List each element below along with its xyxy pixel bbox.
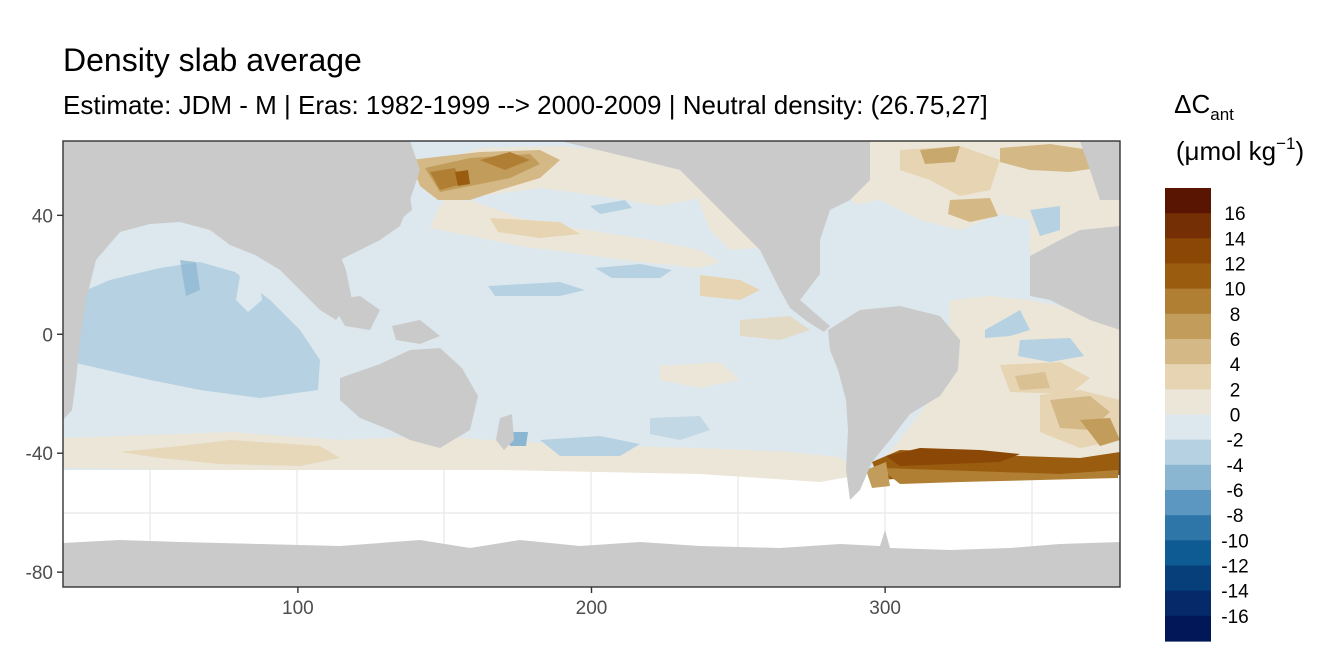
legend-swatch <box>1165 590 1211 617</box>
land-antarctica <box>63 530 1120 587</box>
legend-swatch <box>1165 414 1211 441</box>
land-india <box>236 270 262 312</box>
legend-swatch <box>1165 263 1211 290</box>
legend-swatch <box>1165 464 1211 491</box>
legend-label: -14 <box>1221 582 1249 603</box>
legend-label: 0 <box>1230 406 1241 427</box>
land-europe <box>1080 141 1120 200</box>
kuroshio-region <box>410 150 560 200</box>
legend-label: 8 <box>1230 305 1241 326</box>
legend-swatch <box>1165 238 1211 265</box>
legend-label: -6 <box>1227 481 1244 502</box>
legend-label: -10 <box>1221 531 1248 552</box>
land-africa <box>63 141 352 420</box>
legend-swatch <box>1165 288 1211 315</box>
y-axis: 40 0 -40 -80 <box>26 206 63 584</box>
legend-unit: (μmol kg−1) <box>1176 134 1304 166</box>
legend-swatch <box>1165 540 1211 567</box>
land-new-zealand <box>496 414 514 450</box>
x-tick-label: 200 <box>576 598 608 619</box>
map-panel <box>63 141 1120 587</box>
legend-label: -4 <box>1227 456 1244 477</box>
land-australia <box>340 348 478 448</box>
legend-label: 14 <box>1224 229 1246 250</box>
southern-band <box>63 432 860 482</box>
legend-label: -16 <box>1221 607 1248 628</box>
legend-swatch <box>1165 188 1211 214</box>
legend-swatches <box>1165 188 1211 642</box>
y-tick-label: 0 <box>42 325 53 346</box>
legend-label: 6 <box>1230 330 1241 351</box>
land-japan <box>392 180 412 220</box>
south-atlantic-region <box>880 296 1120 470</box>
land-west-africa <box>1030 226 1120 330</box>
y-tick-label: -40 <box>26 444 53 465</box>
legend-swatch <box>1165 490 1211 516</box>
argentine-basin-region <box>866 448 1120 488</box>
land-asia <box>200 141 420 260</box>
legend-labels: 16 14 12 10 8 6 4 2 0 -2 -4 -6 -8 -10 -12 -14 -16 <box>1221 204 1249 628</box>
legend-swatch <box>1165 565 1211 592</box>
legend-label: -2 <box>1227 431 1244 452</box>
legend-label: 10 <box>1224 280 1245 301</box>
legend-swatch <box>1165 213 1211 239</box>
legend-label: 4 <box>1230 355 1241 376</box>
legend-label: 2 <box>1230 380 1241 401</box>
x-tick-label: 300 <box>869 598 901 619</box>
legend-label: -8 <box>1227 506 1244 527</box>
legend-label: 16 <box>1224 204 1245 225</box>
legend-swatch <box>1165 615 1211 642</box>
land-north-america <box>560 141 870 300</box>
legend-swatch <box>1165 389 1211 416</box>
land-south-america <box>828 306 960 500</box>
pacific-patches <box>488 200 710 456</box>
y-tick-label: 40 <box>32 206 53 227</box>
y-tick-label: -80 <box>26 563 53 584</box>
chart-title: Density slab average <box>63 42 362 78</box>
land-new-guinea <box>392 320 440 344</box>
x-tick-label: 100 <box>282 598 314 619</box>
x-axis: 100 200 300 <box>282 587 901 619</box>
legend-swatch <box>1165 439 1211 466</box>
legend-label: -12 <box>1221 557 1248 578</box>
land-central-america <box>780 290 830 332</box>
legend-swatch <box>1165 313 1211 340</box>
chart-subtitle: Estimate: JDM - M | Eras: 1982-1999 --> … <box>63 90 988 120</box>
north-atlantic-region <box>820 141 1120 290</box>
legend-swatch <box>1165 364 1211 390</box>
legend-label: 12 <box>1224 255 1245 276</box>
legend: ΔCant (μmol kg−1) 16 14 12 10 8 6 4 2 0 -2 -4 -6 -8 -… <box>1165 89 1304 642</box>
land <box>63 141 1120 587</box>
legend-title: ΔCant <box>1174 89 1234 124</box>
land-indonesia <box>330 296 380 330</box>
legend-swatch <box>1165 515 1211 541</box>
legend-swatch <box>1165 339 1211 365</box>
